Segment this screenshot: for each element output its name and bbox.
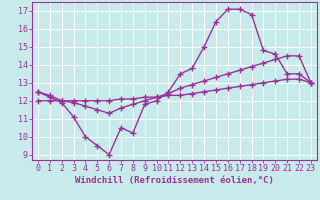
X-axis label: Windchill (Refroidissement éolien,°C): Windchill (Refroidissement éolien,°C) bbox=[75, 176, 274, 185]
